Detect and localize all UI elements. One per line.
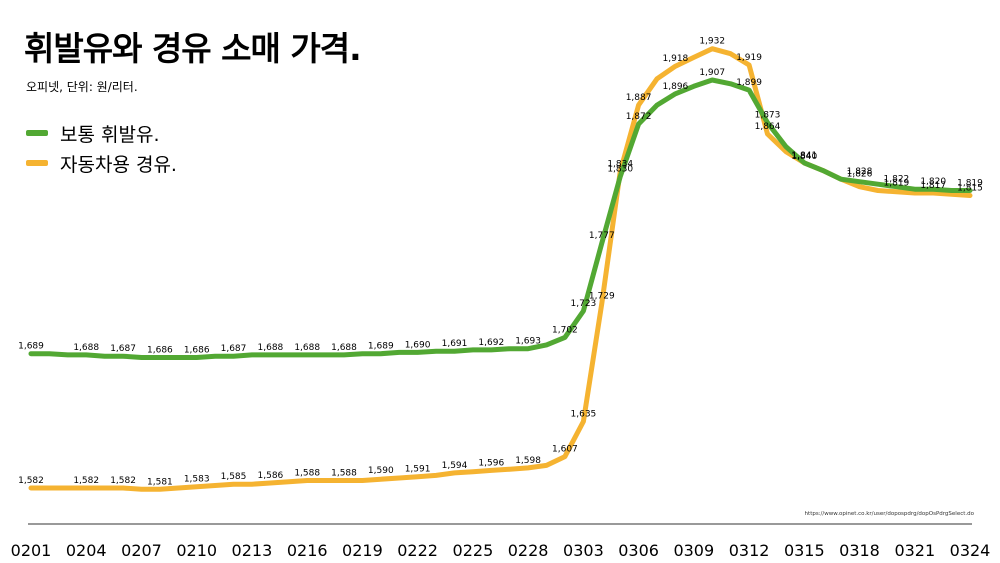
data-label-gasoline: 1,702	[552, 325, 578, 335]
data-label-gasoline: 1,686	[147, 346, 173, 356]
legend-swatch-gasoline	[26, 130, 48, 136]
data-label-gasoline: 1,777	[589, 231, 615, 241]
x-tick-label: 0201	[11, 541, 52, 560]
x-tick-labels: 0201 0204 0207 0210 0213 0216 0219 0222 0225 0228…	[11, 541, 991, 560]
data-label-gasoline: 1,687	[110, 344, 136, 354]
x-tick-label: 0225	[453, 541, 494, 560]
x-tick-label: 0312	[729, 541, 770, 560]
data-label-gasoline: 1,873	[755, 111, 781, 121]
data-label-diesel: 1,588	[294, 469, 320, 479]
data-label-gasoline: 1,822	[884, 175, 910, 185]
data-label-diesel: 1,918	[663, 54, 689, 64]
data-label-diesel: 1,817	[920, 181, 946, 191]
data-label-gasoline: 1,819	[957, 179, 983, 189]
legend-label-diesel: 자동차용 경유.	[60, 153, 177, 176]
data-labels: 1,689 1,688 1,687 1,686 1,686 1,687 1,688 1,688…	[18, 37, 983, 488]
data-label-diesel: 1,590	[368, 466, 394, 476]
data-label-diesel: 1,729	[589, 292, 615, 302]
data-label-diesel: 1,585	[221, 472, 247, 482]
series-lines	[28, 46, 973, 492]
x-tick-label: 0321	[894, 541, 935, 560]
x-tick-label: 0213	[232, 541, 273, 560]
data-label-diesel: 1,588	[331, 469, 357, 479]
chart-title: 휘발유와 경유 소매 가격.	[24, 29, 362, 68]
x-tick-label: 0228	[508, 541, 549, 560]
x-tick-label: 0303	[563, 541, 604, 560]
data-label-gasoline: 1,689	[18, 342, 44, 352]
data-label-gasoline: 1,686	[184, 346, 210, 356]
data-label-gasoline: 1,826	[847, 170, 873, 180]
x-tick-label: 0204	[66, 541, 107, 560]
x-tick-label: 0324	[950, 541, 991, 560]
data-label-diesel: 1,919	[736, 53, 762, 63]
chart-subtitle: 오피넷, 단위: 원/리터.	[26, 80, 138, 94]
data-label-gasoline: 1,693	[515, 337, 541, 347]
data-label-gasoline: 1,689	[368, 342, 394, 352]
data-label-diesel: 1,864	[755, 122, 781, 132]
x-tick-label: 0207	[121, 541, 162, 560]
data-label-diesel: 1,591	[405, 465, 431, 475]
data-label-diesel: 1,815	[957, 184, 983, 194]
data-label-diesel: 1,828	[847, 167, 873, 177]
data-label-gasoline: 1,899	[736, 78, 762, 88]
source-url: https://www.opinet.co.kr/user/dopospdrg/…	[804, 511, 974, 517]
data-label-diesel: 1,582	[110, 476, 136, 486]
x-tick-label: 0309	[673, 541, 714, 560]
data-label-gasoline: 1,820	[920, 177, 946, 187]
data-label-diesel: 1,582	[18, 476, 44, 486]
x-tick-label: 0318	[839, 541, 880, 560]
legend-swatch-diesel	[26, 160, 48, 166]
data-label-gasoline: 1,690	[405, 340, 431, 350]
x-tick-label: 0222	[397, 541, 438, 560]
legend-item-diesel: 자동차용 경유.	[26, 148, 177, 178]
data-label-diesel: 1,581	[147, 477, 173, 487]
x-tick-label: 0219	[342, 541, 383, 560]
data-label-gasoline: 1,687	[221, 344, 247, 354]
data-label-diesel: 1,932	[699, 37, 725, 47]
series-line-gasoline	[28, 77, 973, 360]
data-label-gasoline: 1,840	[791, 152, 817, 162]
series-line-diesel	[28, 46, 973, 492]
data-label-diesel: 1,586	[258, 471, 284, 481]
data-label-diesel: 1,583	[184, 475, 210, 485]
data-label-gasoline: 1,907	[699, 68, 725, 78]
data-label-gasoline: 1,688	[258, 343, 284, 353]
data-label-diesel: 1,607	[552, 445, 578, 455]
data-label-gasoline: 1,688	[331, 343, 357, 353]
data-label-gasoline: 1,691	[442, 339, 468, 349]
data-label-diesel: 1,598	[515, 456, 541, 466]
data-label-gasoline: 1,692	[478, 338, 504, 348]
legend-item-gasoline: 보통 휘발유.	[26, 118, 177, 148]
x-tick-label: 0216	[287, 541, 328, 560]
data-label-diesel: 1,841	[791, 151, 817, 161]
x-tick-label: 0306	[618, 541, 659, 560]
legend: 보통 휘발유. 자동차용 경유.	[26, 118, 177, 178]
data-label-gasoline: 1,896	[663, 82, 689, 92]
data-label-gasoline: 1,723	[571, 299, 597, 309]
data-label-diesel: 1,596	[478, 458, 504, 468]
data-label-gasoline: 1,688	[294, 343, 320, 353]
data-label-diesel: 1,819	[884, 179, 910, 189]
data-label-gasoline: 1,830	[607, 165, 633, 175]
legend-label-gasoline: 보통 휘발유.	[60, 123, 160, 146]
data-label-diesel: 1,887	[626, 93, 652, 103]
data-label-diesel: 1,834	[607, 160, 633, 170]
data-label-gasoline: 1,872	[626, 112, 652, 122]
data-label-diesel: 1,582	[73, 476, 99, 486]
data-label-diesel: 1,594	[442, 461, 468, 471]
data-label-diesel: 1,635	[571, 410, 597, 420]
x-tick-label: 0210	[176, 541, 217, 560]
x-tick-label: 0315	[784, 541, 825, 560]
data-label-gasoline: 1,688	[73, 343, 99, 353]
